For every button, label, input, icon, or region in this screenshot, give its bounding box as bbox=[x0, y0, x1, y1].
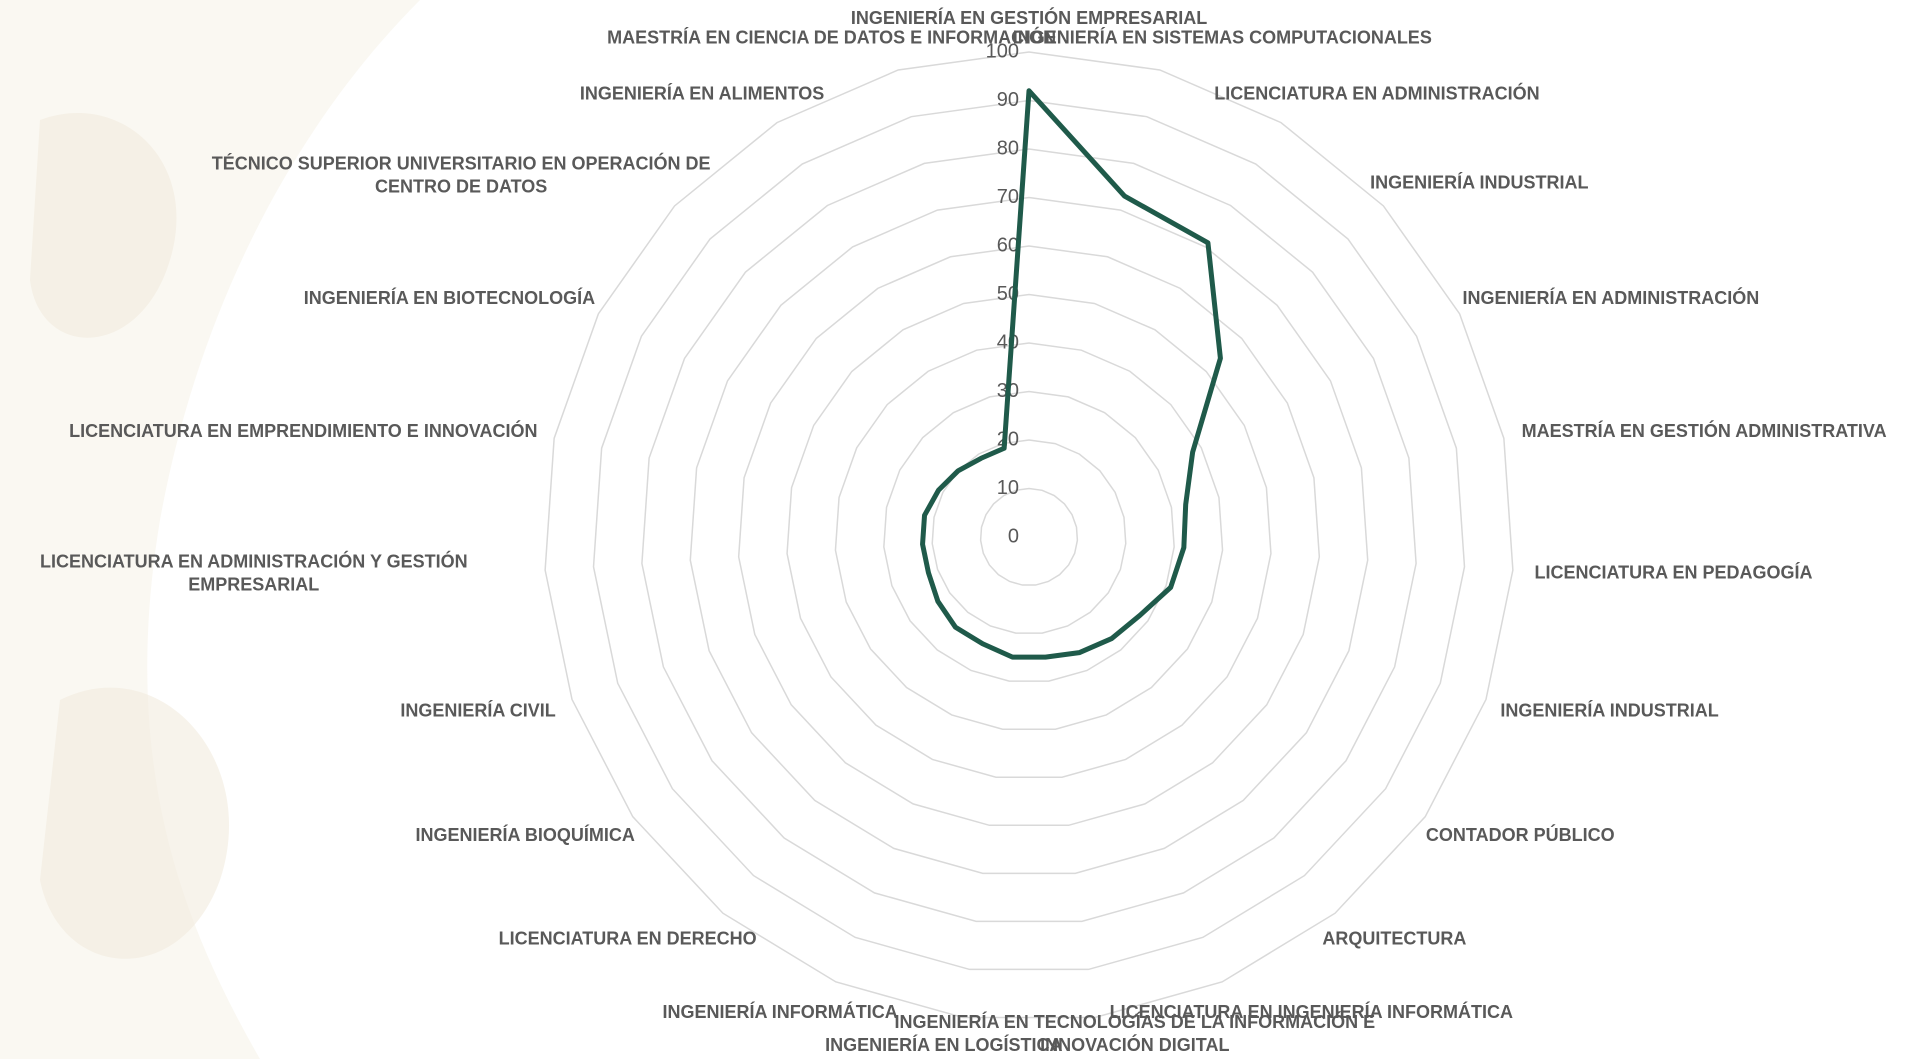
category-label: INGENIERÍA INDUSTRIAL bbox=[1500, 700, 1719, 721]
grid-ring bbox=[592, 99, 1466, 971]
category-label: INGENIERÍA EN GESTIÓN EMPRESARIAL bbox=[850, 8, 1208, 28]
category-label: LICENCIATURA EN ADMINISTRACIÓN bbox=[1214, 83, 1540, 104]
r-tick-label: 20 bbox=[997, 428, 1019, 450]
category-label: INGENIERÍA CIVIL bbox=[400, 700, 556, 721]
r-tick-label: 90 bbox=[997, 89, 1019, 111]
grid-ring bbox=[544, 51, 1514, 1019]
category-label: MAESTRÍA EN GESTIÓN ADMINISTRATIVA bbox=[1521, 421, 1887, 442]
category-label: INGENIERÍA EN ADMINISTRACIÓN bbox=[1462, 287, 1760, 308]
grid-ring bbox=[931, 439, 1127, 634]
grid-ring bbox=[641, 148, 1417, 923]
r-tick-label: 10 bbox=[997, 477, 1019, 499]
r-tick-label: 0 bbox=[1008, 525, 1019, 547]
grid-ring bbox=[737, 245, 1321, 827]
grid-ring bbox=[786, 293, 1272, 778]
category-label: LICENCIATURA EN PEDAGOGÍA bbox=[1534, 561, 1813, 582]
r-tick-label: 80 bbox=[997, 137, 1019, 159]
category-label: LICENCIATURA EN EMPRENDIMIENTO E INNOVAC… bbox=[69, 421, 538, 442]
grid-ring bbox=[979, 487, 1079, 586]
r-tick-label: 40 bbox=[997, 331, 1019, 353]
category-label: INGENIERÍA INFORMÁTICA bbox=[662, 1002, 898, 1023]
category-label: LICENCIATURA EN ADMINISTRACIÓN Y GESTIÓN… bbox=[39, 551, 468, 595]
data-line bbox=[920, 88, 1223, 660]
category-label: INGENIERÍA EN SISTEMAS COMPUTACIONALES bbox=[1012, 27, 1432, 48]
category-label: INGENIERÍA INDUSTRIAL bbox=[1370, 172, 1589, 193]
category-label: INGENIERÍA EN ALIMENTOS bbox=[579, 83, 825, 104]
r-tick-label: 60 bbox=[997, 234, 1019, 256]
category-label: ARQUITECTURA bbox=[1322, 928, 1467, 949]
r-tick-label: 100 bbox=[986, 40, 1019, 62]
category-label: INGENIERÍA BIOQUÍMICA bbox=[415, 825, 635, 846]
r-tick-label: 70 bbox=[997, 186, 1019, 208]
grid-ring bbox=[834, 342, 1224, 730]
category-label: TÉCNICO SUPERIOR UNIVERSITARIO EN OPERAC… bbox=[211, 153, 711, 197]
category-label: MAESTRÍA EN CIENCIA DE DATOS E INFORMACI… bbox=[607, 27, 1057, 48]
grid-ring bbox=[689, 196, 1369, 875]
background-decoration bbox=[0, 0, 420, 1059]
category-label: INGENIERÍA EN TECNOLOGÍAS DE LA INFORMAC… bbox=[894, 1012, 1376, 1056]
category-label: LICENCIATURA EN DERECHO bbox=[498, 928, 757, 949]
category-label: CONTADOR PÚBLICO bbox=[1425, 825, 1615, 846]
category-label: LICENCIATURA EN INGENIERÍA INFORMÁTICA bbox=[1109, 1002, 1513, 1023]
category-label: INGENIERÍA EN BIOTECNOLOGÍA bbox=[303, 287, 596, 308]
grid-ring bbox=[883, 390, 1175, 682]
category-label: INGENIERÍA EN LOGÍSTICA bbox=[825, 1035, 1063, 1056]
